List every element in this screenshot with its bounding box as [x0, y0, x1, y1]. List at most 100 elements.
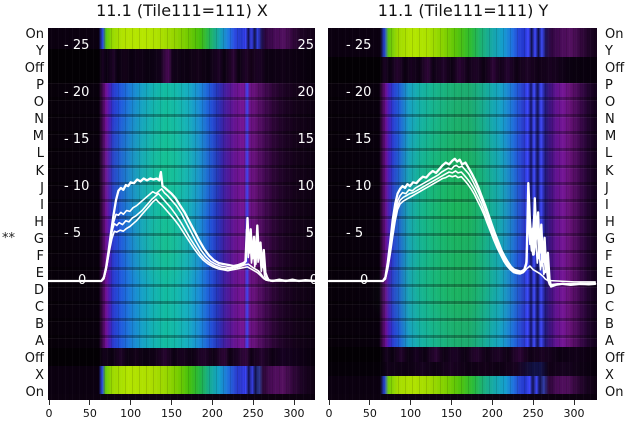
row-label-g-12: G — [33, 231, 44, 247]
heatmap-band-body — [48, 83, 315, 348]
row-label-h-11: H — [605, 214, 615, 230]
row-label-on-21: On — [605, 385, 624, 401]
row-label-on-21: On — [25, 385, 44, 401]
left-plot-title: 11.1 (Tile111=111) X — [96, 1, 268, 20]
row-label-e-14: E — [605, 265, 614, 281]
x-axis-tick-label: 50 — [362, 407, 377, 420]
x-axis-tick — [451, 400, 452, 405]
y-tick-label-inside-right: 10 — [297, 179, 314, 194]
row-label-j-9: J — [40, 180, 44, 196]
y-tick-label-inside: - 25 — [346, 38, 372, 53]
heatmap-column-streaks — [328, 28, 597, 400]
y-tick-label-inside: - 5 — [64, 226, 82, 241]
y-zero-label: 0 — [78, 273, 87, 288]
y-tick-label-inside: - 15 — [64, 132, 90, 147]
x-axis-tick-label: 100 — [400, 407, 422, 420]
x-axis-tick-label: 250 — [522, 407, 544, 420]
y-tick-label-inside-right: 0 — [309, 273, 315, 288]
heatmap-band-on-bottom — [328, 376, 597, 394]
row-label-j-9: J — [605, 180, 609, 196]
row-label-c-16: C — [605, 300, 615, 316]
row-label-y-1: Y — [605, 44, 613, 60]
x-axis-tick — [293, 400, 295, 405]
y-tick-label-inside-right: 15 — [297, 132, 314, 147]
y-tick-label-inside: - 20 — [64, 85, 90, 100]
heatmap-plot-x: - 25 - 20 - 15 - 10 - 5 0 25 20 15 10 5 0 — [48, 28, 315, 400]
signal-curves-x — [48, 28, 315, 400]
row-label-c-16: C — [34, 300, 44, 316]
row-label-d-15: D — [605, 283, 616, 299]
row-label-f-13: F — [36, 248, 44, 264]
row-label-b-17: B — [605, 317, 614, 333]
heatmap-band-on-top — [48, 28, 315, 49]
row-label-y-1: Y — [36, 44, 44, 60]
heatmap-row-stripes — [328, 83, 597, 347]
y-tick-label-inside-right: 5 — [305, 226, 314, 241]
x-axis-tick — [48, 400, 50, 405]
heatmap-band-x-dark — [328, 362, 597, 376]
row-label-o-4: O — [605, 95, 616, 111]
heatmap-band-x-bottom — [48, 366, 315, 394]
row-label-off-2: Off — [24, 61, 44, 77]
heatmap-band-edge — [328, 394, 597, 400]
x-axis-tick — [410, 400, 412, 405]
heatmap-green-tint — [328, 83, 597, 347]
heatmap-green-tint — [48, 83, 315, 348]
row-label-k-8: K — [35, 163, 44, 179]
right-plot-title: 11.1 (Tile111=111) Y — [377, 1, 549, 20]
curve-trace3 — [48, 192, 315, 282]
x-axis-tick-label: 200 — [201, 407, 223, 420]
x-axis-tick — [328, 400, 330, 405]
x-axis-tick — [130, 400, 132, 405]
heatmap-band-off-top — [328, 57, 597, 83]
x-axis-tick-label: 100 — [120, 407, 142, 420]
row-label-d-15: D — [33, 283, 44, 299]
row-label-n-5: N — [605, 112, 615, 128]
row-label-i-10: I — [40, 197, 44, 213]
starred-row-marker: ** — [2, 231, 15, 246]
x-axis-tick-label: 300 — [283, 407, 305, 420]
y-zero-label: 0 — [360, 273, 369, 288]
heatmap-band-off-top — [48, 49, 315, 83]
y-tick-label-inside: - 25 — [64, 38, 90, 53]
heatmap-band-off-bottom — [48, 348, 315, 366]
x-axis-tick-label: 200 — [481, 407, 503, 420]
row-label-f-13: F — [605, 248, 613, 264]
x-axis-tick-label: 150 — [441, 407, 462, 420]
row-label-off-19: Off — [24, 351, 44, 367]
heatmap-band-off-bottom — [328, 347, 597, 362]
y-tick-label-inside: - 10 — [64, 179, 90, 194]
x-axis-tick — [171, 400, 172, 405]
left-row-label-column: On Y Off P O N M L K J I H G F E D C B A Off X On — [0, 0, 44, 440]
right-row-label-column: On Y Off P O N M L K J I H G F E D C B A Off X On — [605, 0, 640, 440]
x-axis-tick — [252, 400, 254, 405]
curve-trace3 — [328, 170, 597, 286]
x-axis-tick — [532, 400, 534, 405]
row-label-a-18: A — [605, 334, 614, 350]
row-label-off-19: Off — [605, 351, 625, 367]
row-label-h-11: H — [34, 214, 44, 230]
y-tick-label-inside: - 15 — [346, 132, 372, 147]
row-label-x-20: X — [605, 368, 614, 384]
x-axis-tick-label: 300 — [563, 407, 585, 420]
x-axis-tick — [491, 400, 493, 405]
y-tick-label-inside: - 5 — [346, 226, 364, 241]
curve-trace4 — [328, 174, 597, 283]
row-label-g-12: G — [605, 231, 616, 247]
row-label-o-4: O — [33, 95, 44, 111]
curve-trace2 — [328, 164, 597, 287]
heatmap-plot-y: - 25 - 20 - 15 - 10 - 5 0 — [328, 28, 597, 400]
row-label-on-0: On — [25, 27, 44, 42]
heatmap-band-on-top — [328, 28, 597, 57]
x-axis-tick-label: 50 — [82, 407, 97, 420]
x-axis-tick — [211, 400, 213, 405]
signal-curves-y — [328, 28, 597, 400]
row-label-p-3: P — [36, 78, 44, 94]
x-axis-tick-label: 0 — [45, 407, 53, 420]
x-axis-tick-label: 150 — [161, 407, 182, 420]
heatmap-band-body — [328, 83, 597, 347]
row-label-p-3: P — [605, 78, 613, 94]
y-tick-label-inside-right: 20 — [297, 85, 314, 100]
row-label-off-2: Off — [605, 61, 625, 77]
row-label-on-0: On — [605, 27, 624, 42]
